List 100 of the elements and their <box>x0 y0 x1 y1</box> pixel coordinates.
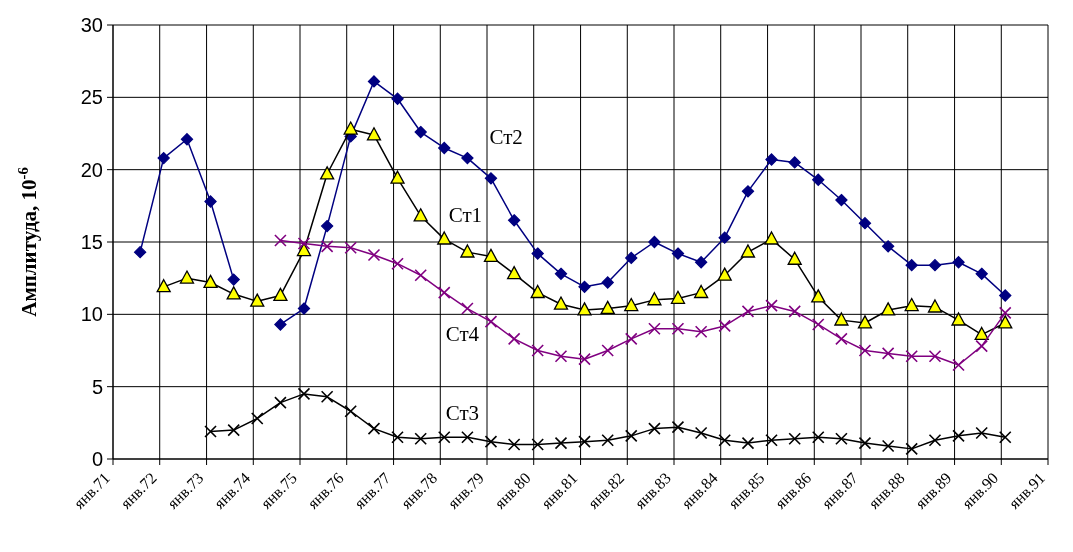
point <box>904 297 919 312</box>
point <box>156 279 171 293</box>
point <box>601 433 614 447</box>
point <box>975 267 988 280</box>
point <box>952 358 965 372</box>
point <box>601 344 614 357</box>
point <box>530 284 545 299</box>
point <box>624 332 638 346</box>
y-tick-label: 30 <box>80 14 103 36</box>
series-label: Ст3 <box>445 400 480 425</box>
point <box>905 259 918 272</box>
point <box>414 125 427 139</box>
point <box>741 305 755 318</box>
point <box>601 276 614 289</box>
point <box>648 422 661 435</box>
point <box>928 259 942 272</box>
point <box>928 349 942 363</box>
point <box>461 151 474 165</box>
point <box>952 429 965 443</box>
point <box>531 438 544 451</box>
point <box>858 217 872 230</box>
point <box>204 425 217 438</box>
y-tick-label: 25 <box>80 86 103 109</box>
point <box>927 299 943 313</box>
point <box>296 242 312 257</box>
point <box>367 75 381 88</box>
point <box>344 241 357 255</box>
point <box>975 339 988 353</box>
point <box>741 436 755 450</box>
point <box>881 439 895 453</box>
point <box>179 270 195 284</box>
point <box>204 195 217 208</box>
point <box>834 312 849 326</box>
point <box>414 432 427 446</box>
point <box>857 315 873 329</box>
point <box>460 244 475 258</box>
point <box>881 240 895 253</box>
y-tick-label: 20 <box>80 158 103 181</box>
y-tick-label: 15 <box>80 231 103 253</box>
point <box>740 244 756 258</box>
point <box>835 432 848 446</box>
point <box>506 266 522 280</box>
point <box>671 322 685 336</box>
y-tick-label: 0 <box>91 448 103 470</box>
point <box>812 173 825 186</box>
point <box>671 247 685 260</box>
point <box>461 302 474 315</box>
point <box>507 214 521 227</box>
point <box>553 296 569 310</box>
y-tick-label: 10 <box>80 303 103 326</box>
point <box>998 306 1012 320</box>
point <box>274 396 287 409</box>
point <box>787 251 802 265</box>
point <box>671 420 685 434</box>
point <box>881 347 895 360</box>
point <box>765 299 778 312</box>
point <box>999 289 1012 302</box>
point <box>554 267 568 280</box>
point <box>367 422 381 435</box>
point <box>227 273 240 286</box>
point <box>624 297 639 312</box>
point <box>880 302 896 316</box>
point <box>975 426 988 440</box>
point <box>765 433 778 447</box>
point <box>391 92 404 105</box>
point <box>624 429 638 443</box>
point <box>647 292 662 306</box>
point <box>343 121 358 135</box>
point <box>718 231 731 244</box>
point <box>578 435 591 448</box>
point <box>274 234 287 247</box>
point <box>694 256 708 269</box>
point <box>648 322 661 336</box>
point <box>320 390 334 404</box>
point <box>319 166 335 180</box>
point <box>227 423 240 437</box>
point <box>577 302 592 316</box>
point <box>718 433 731 447</box>
point <box>765 153 778 166</box>
point <box>531 344 544 357</box>
point <box>437 231 452 245</box>
point <box>367 248 381 262</box>
point <box>461 431 474 444</box>
point <box>320 240 334 253</box>
point <box>858 436 872 450</box>
point <box>998 431 1012 444</box>
point <box>648 235 661 249</box>
point <box>811 318 825 331</box>
point <box>788 156 801 169</box>
point <box>811 289 826 303</box>
point <box>344 404 357 418</box>
point <box>905 442 918 456</box>
point <box>694 426 708 440</box>
point <box>905 349 918 363</box>
point <box>998 315 1013 329</box>
point <box>764 231 779 245</box>
point <box>788 305 801 318</box>
point <box>741 185 755 198</box>
point <box>835 332 848 346</box>
point <box>250 293 265 307</box>
